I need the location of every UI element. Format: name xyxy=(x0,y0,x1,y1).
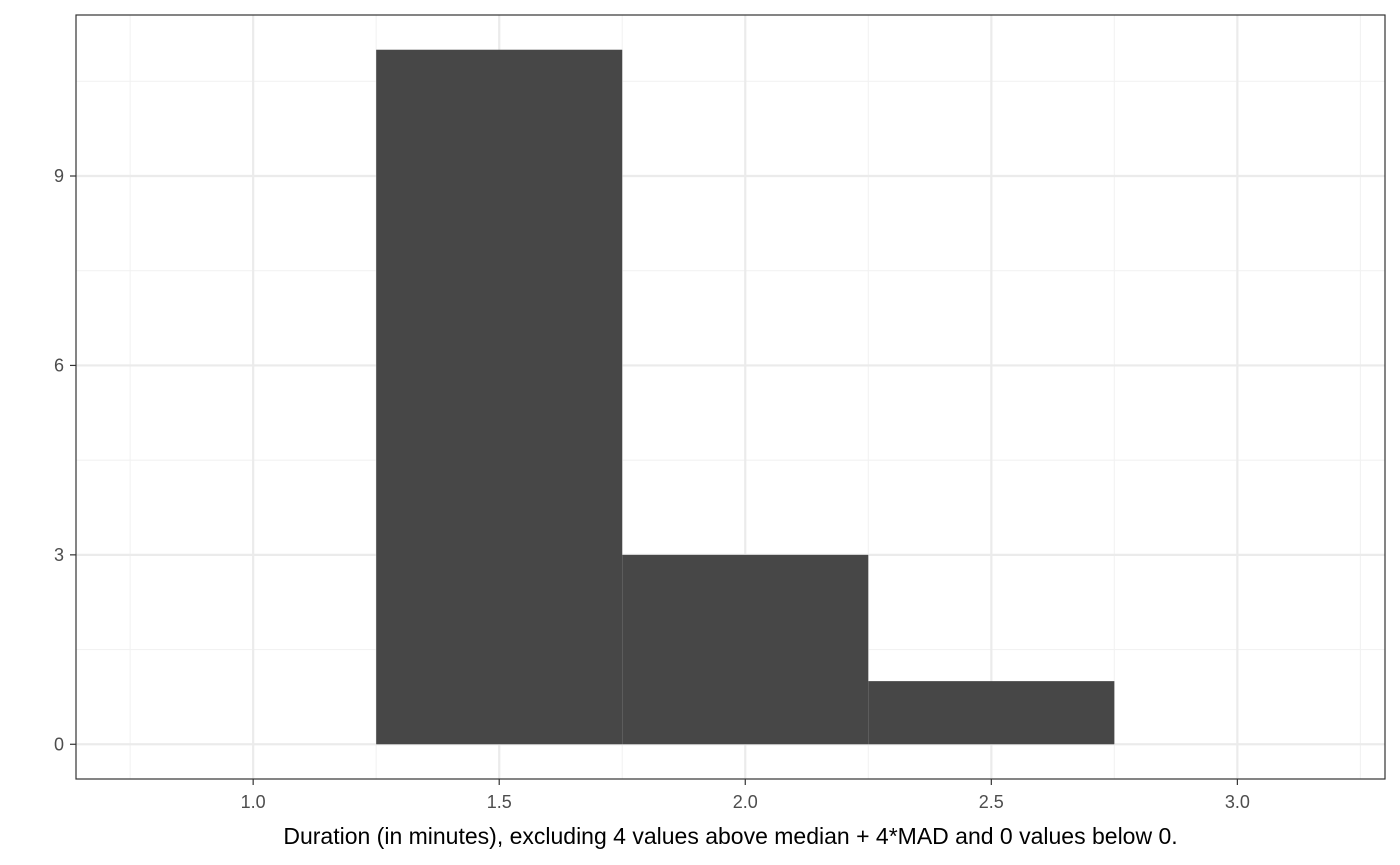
x-tick-label: 2.0 xyxy=(733,792,758,812)
y-tick-label: 3 xyxy=(54,545,64,565)
histogram-bar xyxy=(622,554,869,745)
x-axis-title: Duration (in minutes), excluding 4 value… xyxy=(283,823,1177,849)
panel-border xyxy=(75,14,1386,780)
x-tick-label: 1.0 xyxy=(241,792,266,812)
y-tick-label: 9 xyxy=(54,166,64,186)
histogram-bar xyxy=(868,681,1115,745)
y-tick-label: 6 xyxy=(54,355,64,375)
ticks-layer: 1.0 1.5 2.0 2.5 3.0 0 3 6 9 xyxy=(54,166,1250,812)
y-tick-label: 0 xyxy=(54,734,64,754)
x-tick-label: 3.0 xyxy=(1225,792,1250,812)
histogram-bar xyxy=(376,49,623,745)
x-tick-label: 2.5 xyxy=(979,792,1004,812)
x-tick-label: 1.5 xyxy=(487,792,512,812)
bars-layer xyxy=(376,49,1115,745)
